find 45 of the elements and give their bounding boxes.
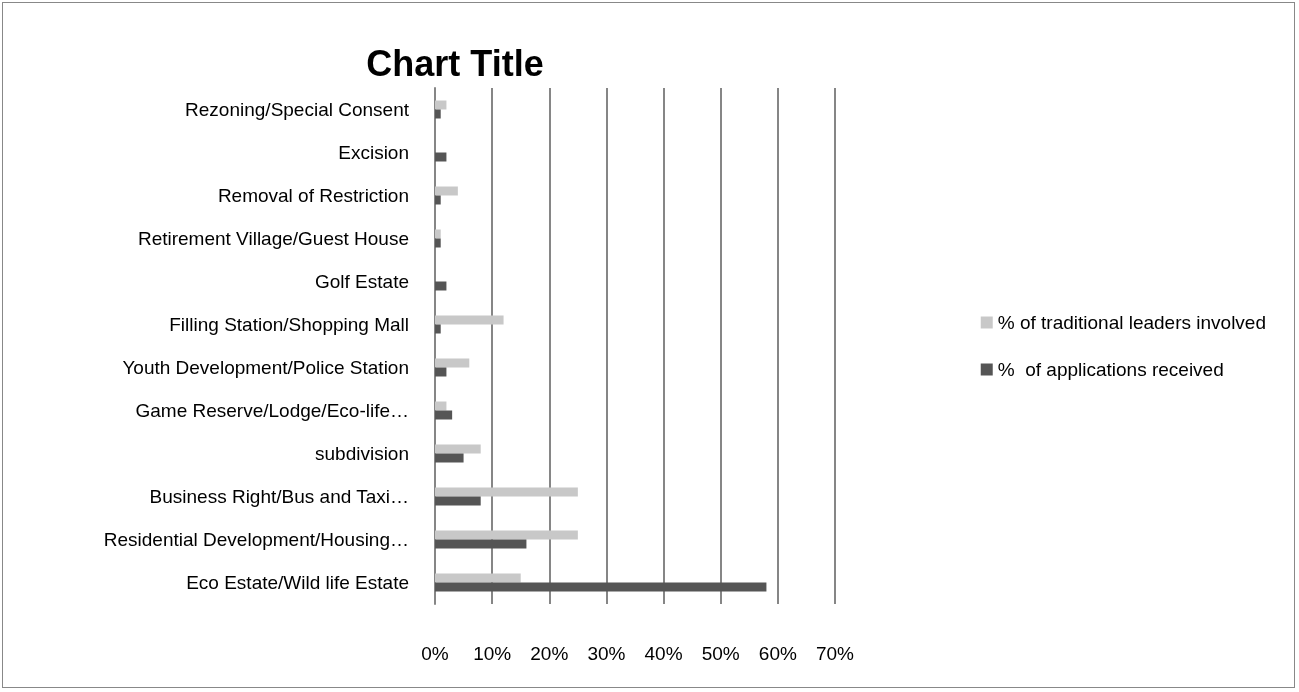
y-tick-label: Business Right/Bus and Taxi… <box>149 486 409 507</box>
bar <box>435 487 578 497</box>
x-tick-label: 0% <box>421 643 449 664</box>
y-tick-label: subdivision <box>315 443 409 464</box>
bar <box>435 573 521 583</box>
x-tick-label: 60% <box>758 643 797 664</box>
chart-title: Chart Title <box>366 42 544 84</box>
y-tick-label: Youth Development/Police Station <box>122 357 409 378</box>
bar <box>435 453 464 463</box>
x-tick-label: 50% <box>701 643 740 664</box>
bar <box>435 195 441 205</box>
legend-label: % of traditional leaders involved <box>997 312 1266 333</box>
y-tick-label: Removal of Restriction <box>217 185 409 206</box>
y-tick-label: Rezoning/Special Consent <box>185 99 410 120</box>
x-tick-label: 10% <box>473 643 512 664</box>
bar <box>435 530 578 540</box>
x-tick-label: 40% <box>644 643 683 664</box>
bar <box>435 100 447 110</box>
y-tick-label: Excision <box>338 142 409 163</box>
y-tick-label: Eco Estate/Wild life Estate <box>186 572 409 593</box>
bar <box>435 496 481 506</box>
bar <box>435 238 441 248</box>
bar <box>435 109 441 119</box>
y-tick-label: Retirement Village/Guest House <box>137 228 409 249</box>
y-tick-label: Residential Development/Housing… <box>103 529 409 550</box>
bar <box>435 152 447 162</box>
bar <box>435 444 481 454</box>
bar <box>435 582 767 592</box>
bar <box>435 229 441 239</box>
bar <box>435 358 470 368</box>
bar <box>435 186 458 196</box>
x-tick-label: 20% <box>530 643 569 664</box>
bar <box>435 539 527 549</box>
x-tick-label: 70% <box>815 643 855 664</box>
y-tick-label: Game Reserve/Lodge/Eco-life… <box>135 400 409 421</box>
legend-label: % of applications received <box>997 359 1224 380</box>
bar <box>435 281 447 291</box>
bar <box>435 324 441 334</box>
bar <box>435 315 504 325</box>
bar <box>435 367 447 377</box>
x-tick-label: 30% <box>587 643 626 664</box>
bar <box>435 410 453 420</box>
y-tick-label: Golf Estate <box>315 271 409 292</box>
y-tick-label: Filling Station/Shopping Mall <box>169 314 409 335</box>
bar <box>435 401 447 411</box>
